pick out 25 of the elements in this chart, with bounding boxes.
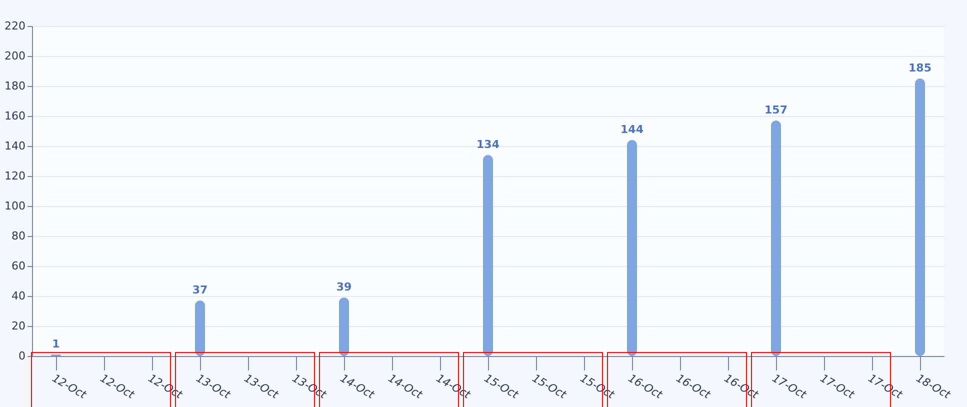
data-label: 134 (476, 138, 500, 151)
bar (483, 155, 493, 356)
y-tick-label: 200 (4, 50, 26, 62)
y-tick-label: 140 (4, 140, 26, 152)
y-tick-label: 40 (12, 290, 26, 302)
data-label: 1 (52, 338, 60, 350)
data-label: 39 (336, 280, 352, 294)
bar (915, 78, 925, 356)
y-tick-label: 160 (4, 110, 26, 122)
y-tick-label: 100 (4, 200, 26, 212)
data-label: 157 (764, 104, 788, 116)
y-tick-label: 80 (12, 230, 26, 242)
y-tick-label: 120 (4, 170, 26, 182)
y-tick-label: 60 (12, 260, 26, 272)
y-tick-label: 220 (4, 20, 26, 32)
data-label: 185 (908, 62, 932, 74)
bar (195, 300, 205, 356)
y-tick-label: 0 (18, 350, 26, 362)
y-tick-label: 180 (4, 80, 26, 92)
data-label: 144 (620, 123, 644, 136)
bar (339, 298, 349, 356)
data-label: 37 (192, 284, 208, 296)
bar (627, 140, 637, 356)
bar (771, 120, 781, 356)
y-tick-label: 20 (12, 320, 26, 332)
